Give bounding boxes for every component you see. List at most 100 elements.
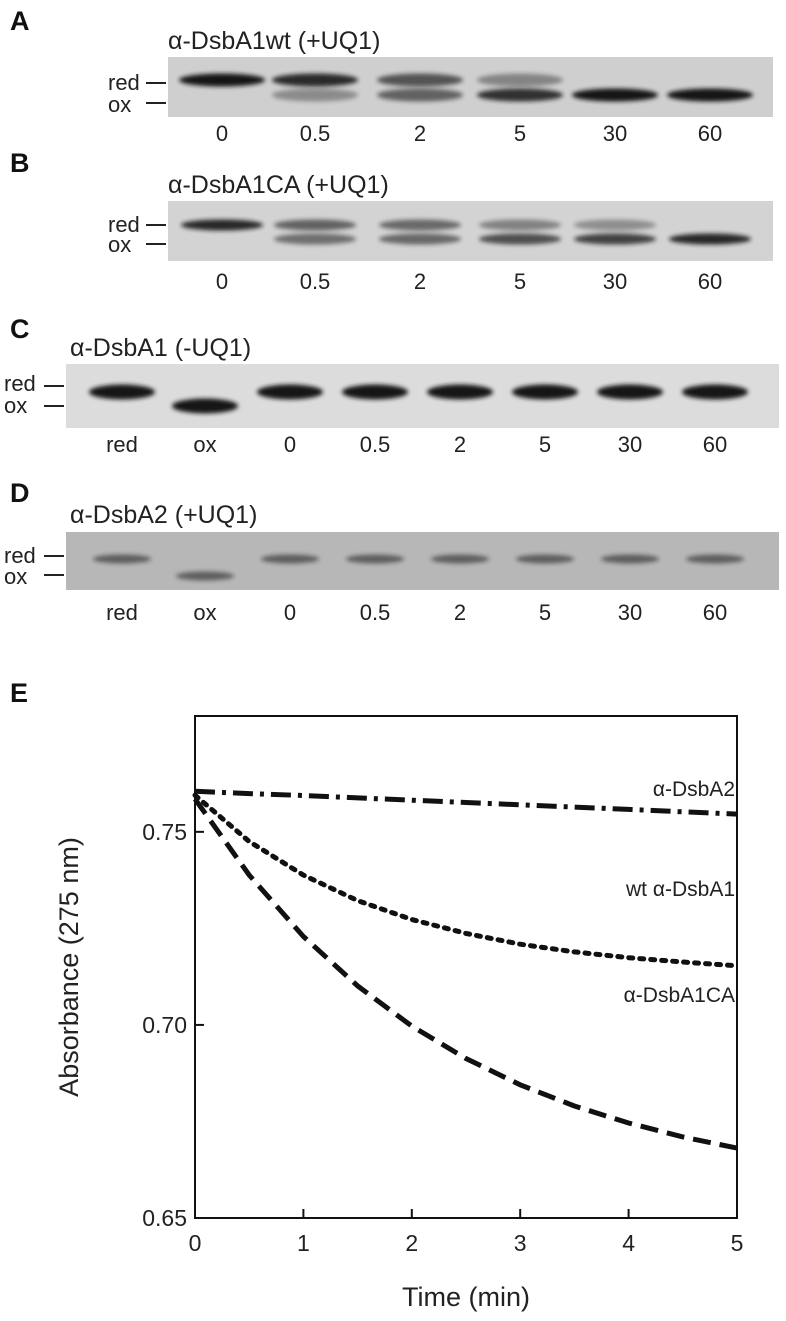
gel-lane: 0 bbox=[179, 73, 265, 146]
lane-label: red bbox=[106, 600, 138, 625]
band-oxidized bbox=[377, 88, 463, 102]
gel-background bbox=[168, 201, 773, 261]
y-tick-label: 0.70 bbox=[142, 1012, 187, 1038]
lane-label: 0 bbox=[216, 269, 228, 294]
lane-label: 2 bbox=[414, 269, 426, 294]
lane-label: 30 bbox=[618, 600, 642, 625]
band-reduced bbox=[682, 384, 748, 400]
panel-c-marker-red: red bbox=[4, 371, 36, 396]
band-oxidized bbox=[669, 233, 751, 245]
lane-label: 0 bbox=[284, 432, 296, 457]
gel-lane: 30 bbox=[574, 219, 656, 294]
panel-a-marker-ox: ox bbox=[108, 92, 131, 117]
band-reduced bbox=[89, 384, 155, 400]
x-tick-label: 2 bbox=[405, 1230, 418, 1256]
gel-lane: 2 bbox=[431, 554, 489, 625]
panel-c-marker-ox: ox bbox=[4, 393, 27, 418]
gel-lane: 5 bbox=[512, 384, 578, 457]
lane-label: ox bbox=[193, 600, 216, 625]
lane-label: 2 bbox=[454, 600, 466, 625]
gel-lane: 60 bbox=[667, 88, 753, 146]
lane-label: 5 bbox=[514, 121, 526, 146]
lane-label: 0.5 bbox=[300, 269, 331, 294]
band-reduced bbox=[686, 554, 744, 564]
band-reduced bbox=[516, 554, 574, 564]
band-oxidized bbox=[176, 571, 234, 581]
lane-label: 30 bbox=[603, 121, 627, 146]
lane-label: red bbox=[106, 432, 138, 457]
gel-lane: 30 bbox=[597, 384, 663, 457]
panel-c: C α-DsbA1 (-UQ1) red ox red ox 0 0.5 2 5 30 60 bbox=[4, 314, 779, 457]
panel-c-gel: red ox 0 0.5 2 5 30 60 bbox=[66, 364, 779, 457]
gel-lane: 0.5 bbox=[272, 73, 358, 146]
panel-c-title: α-DsbA1 (-UQ1) bbox=[70, 334, 251, 362]
band-reduced bbox=[574, 219, 656, 231]
panel-d-marker-red: red bbox=[4, 543, 36, 568]
band-reduced bbox=[379, 219, 461, 231]
band-oxidized bbox=[574, 233, 656, 245]
gel-lane: 60 bbox=[669, 233, 751, 294]
band-reduced bbox=[512, 384, 578, 400]
lane-label: 60 bbox=[698, 269, 722, 294]
gel-background bbox=[168, 57, 773, 117]
x-tick-label: 3 bbox=[514, 1230, 527, 1256]
panel-c-label: C bbox=[10, 314, 30, 344]
panel-b-marker-red: red bbox=[108, 212, 140, 237]
series-label-dsba2: α-DsbA2 bbox=[653, 778, 735, 801]
gel-lane: 0 bbox=[181, 219, 263, 294]
gel-lane: 2 bbox=[427, 384, 493, 457]
band-oxidized bbox=[274, 233, 356, 245]
band-reduced bbox=[274, 219, 356, 231]
band-reduced bbox=[477, 73, 563, 87]
lane-label: 2 bbox=[414, 121, 426, 146]
panel-d-gel: red ox 0 0.5 2 5 30 60 bbox=[66, 532, 779, 625]
lane-label: 0.5 bbox=[360, 600, 391, 625]
band-reduced bbox=[377, 73, 463, 87]
x-tick-label: 1 bbox=[297, 1230, 310, 1256]
band-reduced bbox=[601, 554, 659, 564]
lane-label: 5 bbox=[514, 269, 526, 294]
gel-lane: red bbox=[89, 384, 155, 457]
lane-label: 60 bbox=[698, 121, 722, 146]
lane-label: 30 bbox=[603, 269, 627, 294]
band-oxidized bbox=[572, 88, 658, 102]
panel-a-gel: 0 0.5 2 5 30 60 bbox=[168, 57, 773, 146]
gel-lane: red bbox=[93, 554, 151, 625]
x-tick-label: 4 bbox=[622, 1230, 635, 1256]
band-reduced bbox=[257, 384, 323, 400]
gel-lane: ox bbox=[176, 571, 234, 625]
series-lines bbox=[192, 788, 740, 1151]
band-reduced bbox=[272, 73, 358, 87]
band-oxidized bbox=[667, 88, 753, 102]
plot-frame bbox=[194, 715, 738, 1219]
band-oxidized bbox=[172, 398, 238, 414]
band-oxidized bbox=[477, 88, 563, 102]
y-tick-label: 0.65 bbox=[142, 1205, 187, 1231]
panel-e-label: E bbox=[10, 678, 28, 708]
panel-d-label: D bbox=[10, 478, 30, 508]
gel-lane: 0.5 bbox=[342, 384, 408, 457]
lane-label: 60 bbox=[703, 600, 727, 625]
lane-label: 0 bbox=[216, 121, 228, 146]
panel-a-label: A bbox=[10, 6, 30, 36]
lane-label: 0.5 bbox=[300, 121, 331, 146]
gel-lane: 5 bbox=[479, 219, 561, 294]
y-axis-label: Absorbance (275 nm) bbox=[54, 837, 84, 1097]
panel-b-title: α-DsbA1CA (+UQ1) bbox=[168, 171, 389, 199]
panel-d-marker-ox: ox bbox=[4, 564, 27, 589]
panel-a: A α-DsbA1wt (+UQ1) red ox 0 0.5 2 5 30 60 bbox=[10, 6, 773, 146]
band-reduced bbox=[597, 384, 663, 400]
gel-lane: 0 bbox=[257, 384, 323, 457]
gel-lane: 2 bbox=[377, 73, 463, 146]
panel-e: E 0 1 2 3 4 5 0.65 0.70 0.75 Time (min) Absorban… bbox=[10, 678, 743, 1312]
panel-d-title: α-DsbA2 (+UQ1) bbox=[70, 501, 257, 529]
gel-lane: 2 bbox=[379, 219, 461, 294]
x-axis-label: Time (min) bbox=[402, 1282, 530, 1312]
x-tick-label: 5 bbox=[731, 1230, 744, 1256]
y-tick-label: 0.75 bbox=[142, 819, 187, 845]
lane-label: 60 bbox=[703, 432, 727, 457]
gel-lane: 5 bbox=[477, 73, 563, 146]
band-oxidized bbox=[479, 233, 561, 245]
band-reduced bbox=[181, 219, 263, 231]
